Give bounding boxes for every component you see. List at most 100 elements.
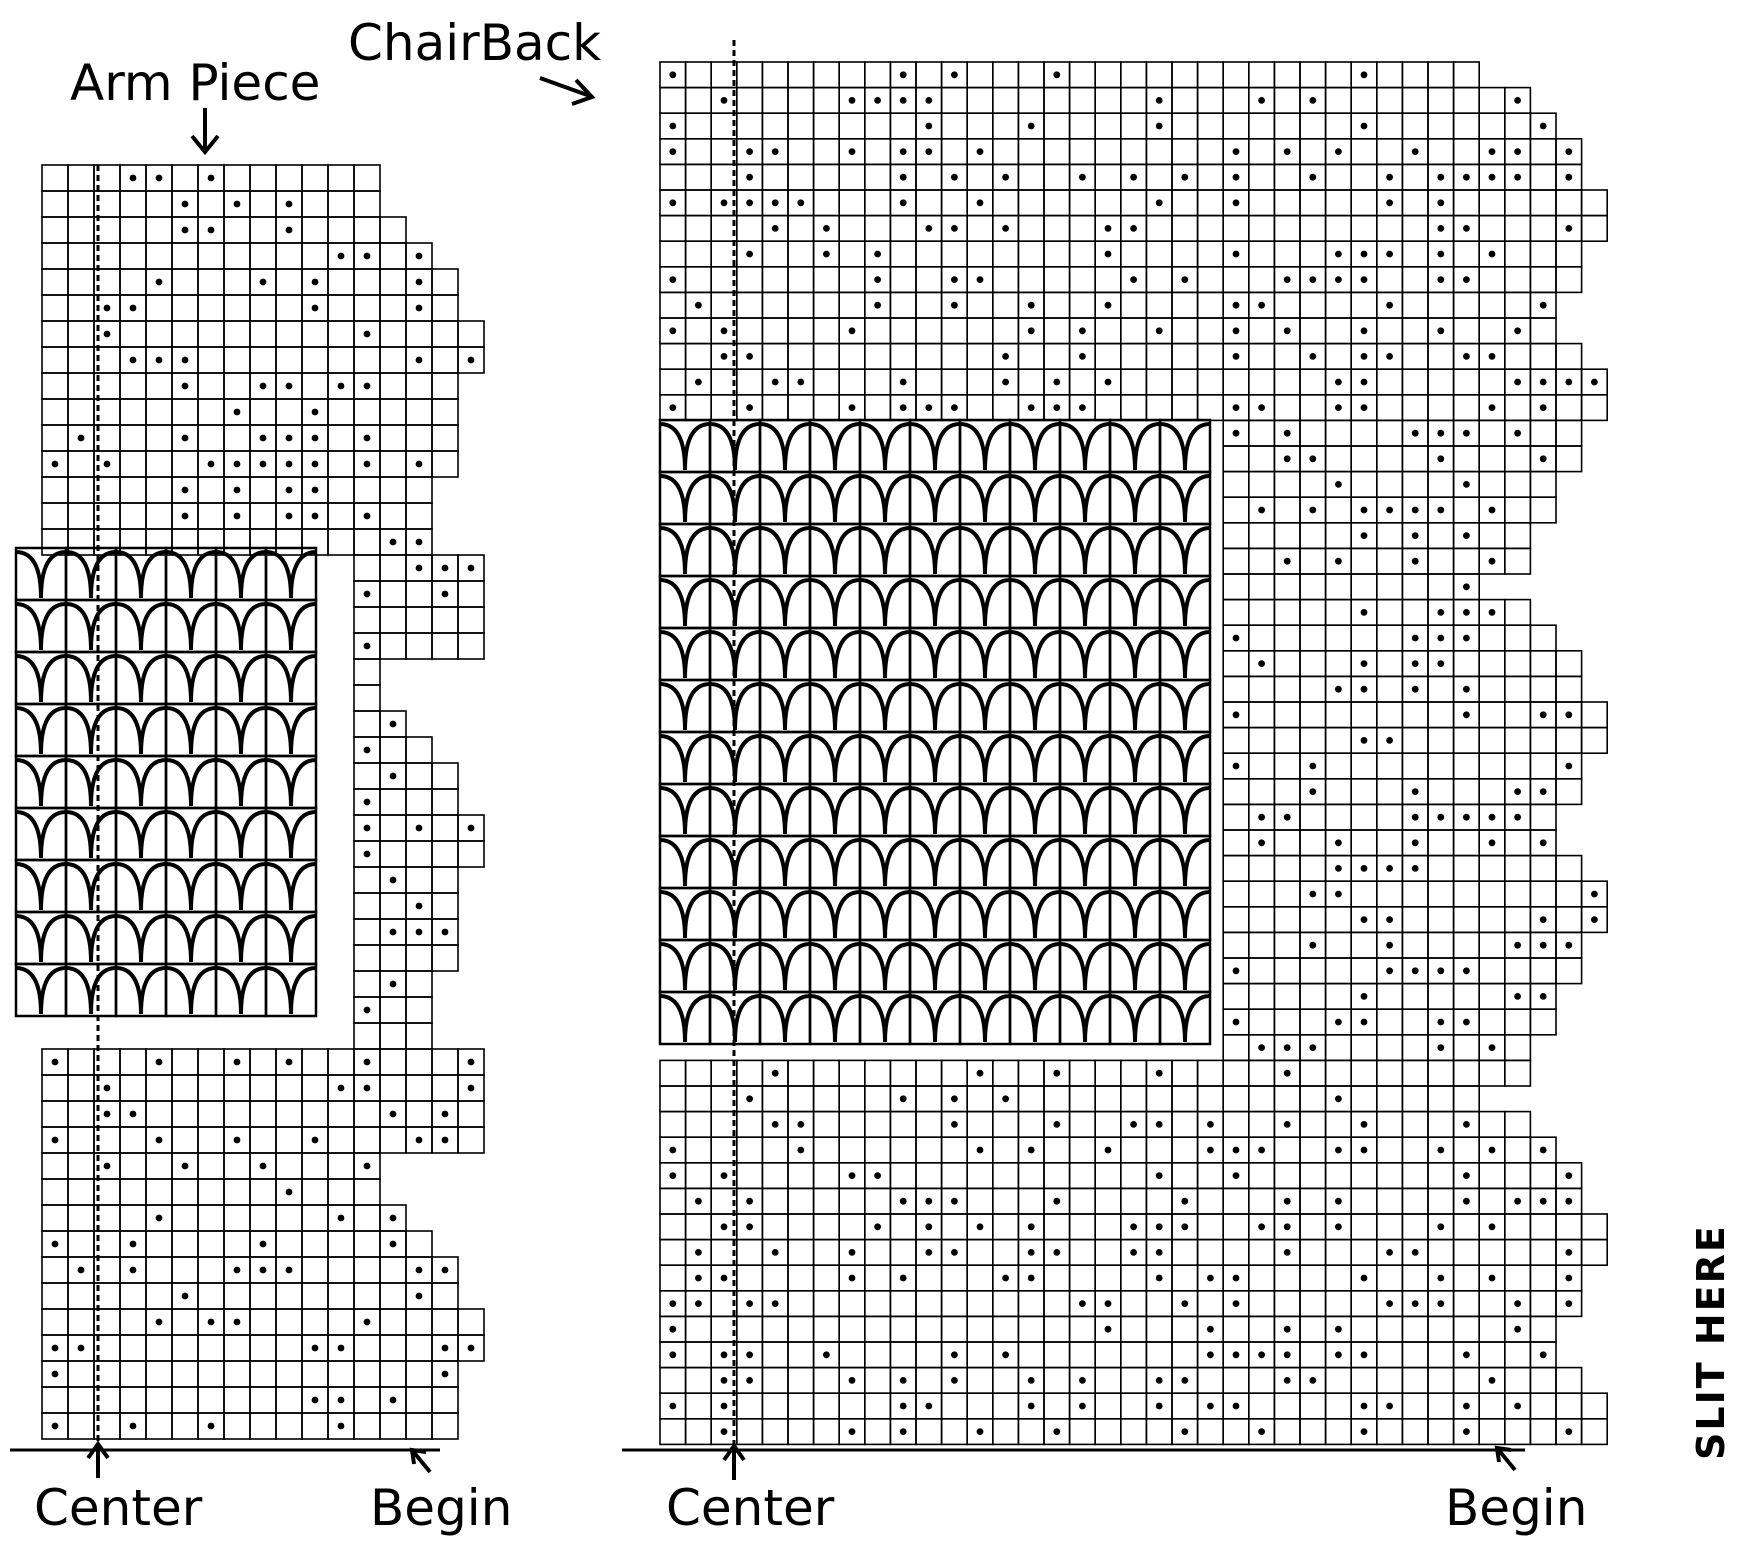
filled-block-dot [771,1069,779,1077]
filled-block-dot [1437,634,1445,642]
mesh-square [1580,189,1608,217]
filled-block-dot [669,1300,677,1307]
mesh-square [1504,214,1532,243]
mesh-square [145,1412,173,1440]
filled-block-dot [1155,122,1163,130]
mesh-square [249,1360,277,1388]
mesh-square [119,190,147,218]
mesh-square [1273,598,1301,626]
filled-block-dot [1130,1249,1137,1256]
mesh-square [1094,1366,1122,1394]
mesh-square [1324,803,1352,831]
filled-block-dot [899,1402,907,1410]
mesh-square [991,291,1020,319]
mesh-square [405,1360,433,1388]
filled-block-dot [181,486,189,494]
mesh-square [1299,138,1327,166]
filled-block-dot [1514,173,1521,181]
mesh-square [67,242,95,270]
mesh-square [457,1126,485,1154]
mesh-square [353,476,381,504]
filled-block-dot [1360,737,1368,744]
mesh-square [1068,265,1096,294]
mesh-square [940,1264,968,1292]
filled-block-dot [899,71,907,79]
mesh-square [1171,1238,1199,1266]
mesh-square [1401,291,1429,319]
mesh-square [991,393,1020,422]
mesh-square [249,1412,277,1440]
mesh-square [1222,982,1250,1010]
mesh-square [812,317,840,345]
mesh-square [275,294,303,322]
mesh-square [915,342,943,371]
mesh-square [197,398,225,426]
filled-block-dot [1181,1197,1189,1205]
mesh-square [991,1162,1020,1190]
lacet-fan-area [14,546,318,1018]
mesh-square [812,1136,840,1164]
mesh-square [915,1341,943,1369]
mesh-square [1196,214,1224,243]
filled-block-dot [1053,1197,1061,1205]
mesh-square [353,1386,381,1414]
mesh-square [1094,265,1122,294]
filled-block-dot [1207,1274,1214,1282]
filled-block-dot [1539,941,1547,949]
mesh-square [1299,624,1327,652]
mesh-square [684,214,712,243]
mesh-square [1120,342,1148,371]
mesh-square [197,294,225,322]
mesh-square [431,1048,459,1076]
mesh-square [1043,1162,1071,1190]
mesh-square [1273,649,1301,678]
mesh-square [1376,598,1404,626]
mesh-square [1504,112,1532,140]
filled-block-dot [441,1266,449,1274]
arm-piece-chart [10,164,485,1452]
filled-block-dot [976,1069,984,1077]
filled-block-dot [746,148,753,156]
mesh-square [1248,61,1276,89]
mesh-square [940,368,968,396]
filled-block-dot [1283,1351,1291,1359]
mesh-square [1324,573,1352,601]
mesh-square [1222,905,1250,934]
filled-block-dot [1463,685,1470,693]
mesh-square [1452,112,1480,140]
mesh-square [1017,189,1045,217]
mesh-square [275,1230,303,1258]
filled-block-dot [259,1162,267,1170]
mesh-square [1529,649,1557,678]
mesh-square [1529,1008,1557,1036]
mesh-square [1273,240,1301,268]
mesh-square [1478,1110,1506,1138]
mesh-square [1324,1264,1352,1292]
mesh-square [1120,1264,1148,1292]
mesh-square [1017,1110,1045,1138]
mesh-square [1478,317,1506,345]
filled-block-dot [1463,813,1470,821]
mesh-square [1222,829,1250,857]
mesh-square [1478,86,1506,114]
mesh-square [1248,1110,1276,1138]
filled-block-dot [925,122,933,130]
filled-block-dot [1539,455,1547,463]
filled-block-dot [1053,71,1061,79]
mesh-square [1222,1034,1250,1062]
mesh-square [863,1366,892,1394]
mesh-square [1427,291,1455,319]
mesh-square [1171,1264,1199,1292]
mesh-square [812,1110,840,1138]
mesh-square [1145,291,1173,319]
mesh-square [889,1341,917,1369]
mesh-square [1376,419,1404,447]
mesh-square [915,61,943,89]
filled-block-dot [1309,890,1317,898]
mesh-square [1248,470,1276,499]
mesh-square [1478,291,1506,319]
mesh-square [145,1178,173,1206]
mesh-square [457,606,485,634]
mesh-square [301,1074,329,1102]
mesh-square [1324,752,1352,780]
